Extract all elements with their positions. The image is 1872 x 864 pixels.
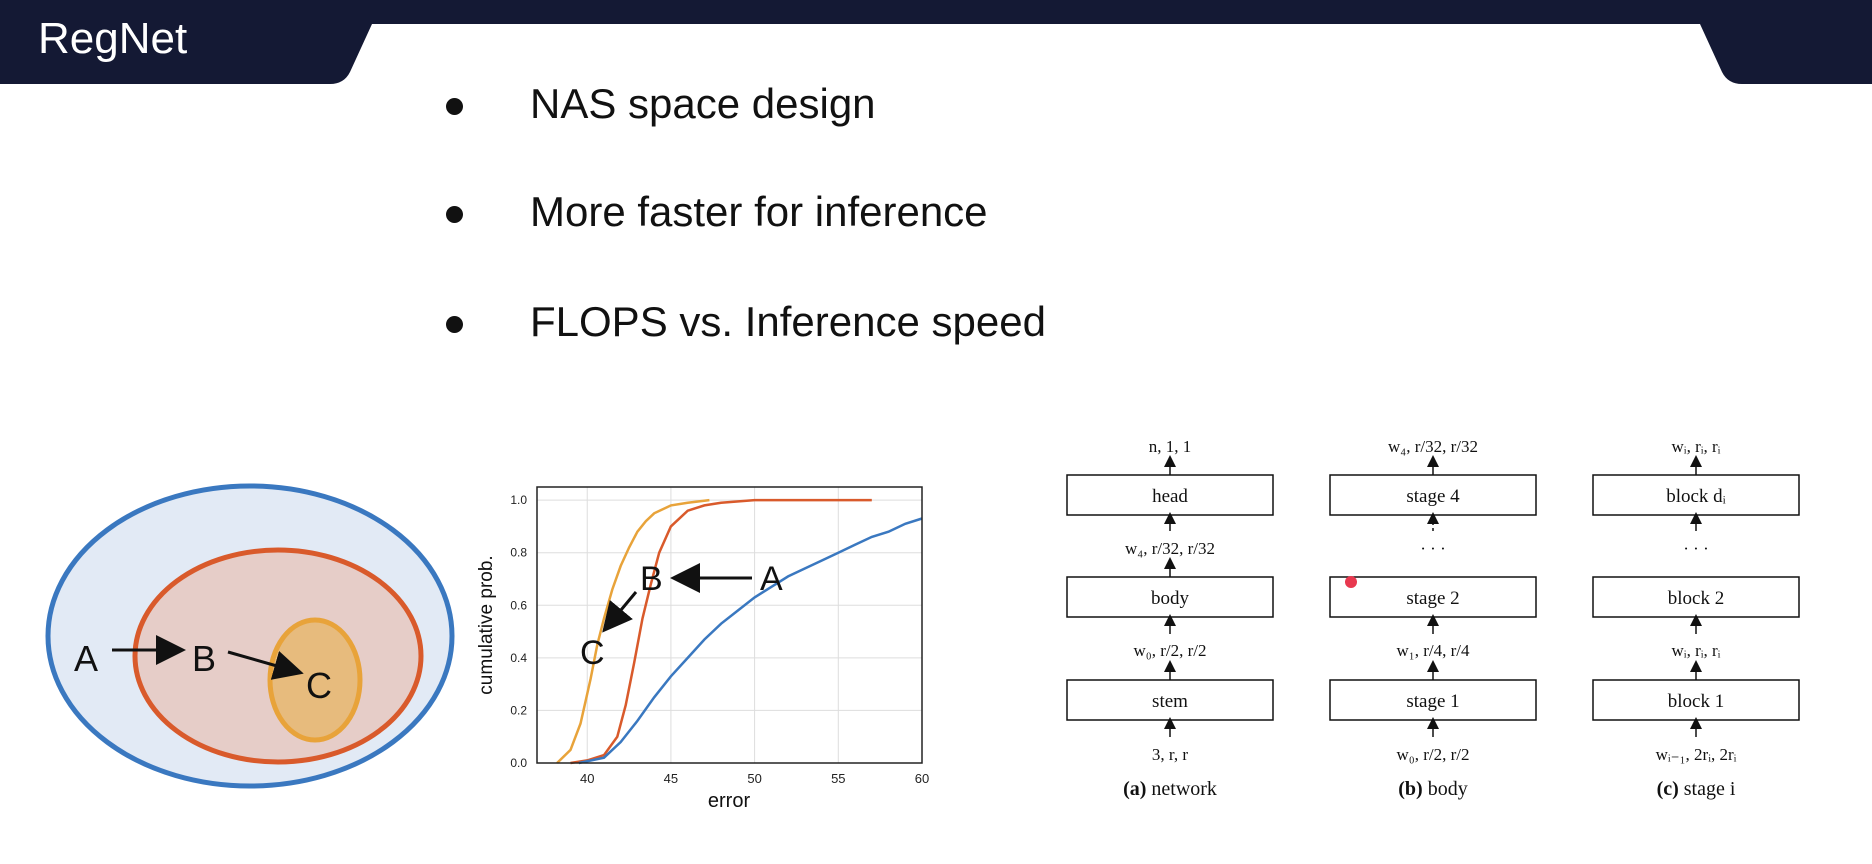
diagram-box-stem (1066, 679, 1274, 721)
chart-lines (556, 498, 923, 765)
diagram-box-block-1 (1592, 679, 1800, 721)
box-label: block 2 (1668, 588, 1724, 609)
venn-label-a: A (74, 638, 98, 679)
plot-background (537, 487, 922, 763)
box-label: stage 1 (1406, 691, 1459, 712)
x-tick-label: 60 (915, 771, 929, 786)
box-label: block dᵢ (1666, 486, 1726, 507)
slide-title: RegNet (38, 14, 188, 63)
series-line-3 (578, 517, 923, 765)
x-tick-label: 40 (580, 771, 594, 786)
box-label: stage 2 (1406, 588, 1459, 609)
chart-annotation-a: A (760, 560, 783, 598)
box-label: stage 4 (1406, 486, 1460, 507)
diagram-box-head (1066, 474, 1274, 516)
bullet-dot-icon (446, 206, 463, 223)
y-tick-label: 0.4 (510, 651, 527, 665)
column-top-label: wᵢ, rᵢ, rᵢ (1672, 437, 1721, 456)
diagram-box-block-2 (1592, 576, 1800, 618)
column-caption: (c) stage i (1657, 778, 1736, 800)
column-mid2-label: w₀, r/2, r/2 (1134, 641, 1207, 660)
y-tick-label: 0.2 (510, 703, 527, 717)
diagram-box-stage-1 (1329, 679, 1537, 721)
box-label: body (1151, 588, 1190, 609)
bullet-dot-icon (446, 316, 463, 333)
box-label: head (1152, 486, 1188, 507)
chart-annotation-b: B (640, 560, 663, 598)
bullet-dot-icon (446, 98, 463, 115)
diagram-column-network: n, 1, 1 head w₄, r/32, r/32 body w₀, r/2… (1066, 437, 1274, 800)
pointer-dot (1345, 576, 1357, 588)
column-mid2-label: w₁, r/4, r/4 (1397, 641, 1470, 660)
column-caption: (a) network (1123, 778, 1217, 800)
error-cdf-chart: 40 45 50 55 60 0.0 0.2 0.4 0.6 0.8 1.0 error cumul… (476, 486, 929, 812)
space-c-ellipse (267, 617, 363, 743)
box-label: stem (1152, 691, 1188, 712)
x-axis-label: error (708, 790, 751, 812)
diagram-column-stage: wᵢ, rᵢ, rᵢ block dᵢ · · · block 2 wᵢ, rᵢ… (1592, 437, 1800, 800)
x-tick-label: 50 (747, 771, 761, 786)
x-tick-label: 45 (664, 771, 678, 786)
column-mid1-label: · · · (1420, 539, 1445, 558)
column-mid2-label: wᵢ, rᵢ, rᵢ (1672, 641, 1721, 660)
y-tick-label: 0.6 (510, 598, 527, 612)
arrow-b-to-c (227, 650, 304, 680)
chart-arrow-b-to-c (602, 591, 638, 633)
y-tick-label: 0.0 (510, 756, 527, 770)
y-axis-label: cumulative prob. (476, 555, 497, 694)
column-bottom-label: 3, r, r (1152, 745, 1188, 764)
venn-label-c: C (306, 665, 332, 706)
x-tick-label: 55 (831, 771, 845, 786)
chart-grid (537, 487, 923, 764)
nested-space-diagram: A B C (45, 483, 455, 789)
diagram-box-stage-4 (1329, 474, 1537, 516)
column-mid1-label: · · · (1683, 539, 1708, 558)
y-tick-label: 1.0 (510, 493, 527, 507)
column-top-label: n, 1, 1 (1149, 437, 1192, 456)
y-tick-label: 0.8 (510, 546, 527, 560)
box-label: block 1 (1668, 691, 1724, 712)
chart-annotation-c: C (580, 634, 605, 672)
series-line-2 (570, 498, 872, 765)
diagram-column-body: w₄, r/32, r/32 stage 4 · · · stage 2 w₁,… (1329, 437, 1537, 800)
architecture-diagram: n, 1, 1 head w₄, r/32, r/32 body w₀, r/2… (1060, 430, 1820, 810)
header-bar (0, 0, 1872, 84)
diagram-box-block-d (1592, 474, 1800, 516)
column-mid1-label: w₄, r/32, r/32 (1125, 539, 1215, 558)
column-bottom-label: wᵢ₋₁, 2rᵢ, 2rᵢ (1656, 745, 1737, 764)
diagram-box-body (1066, 576, 1274, 618)
plot-frame (536, 486, 923, 764)
venn-label-b: B (192, 638, 216, 679)
series-line-1 (556, 498, 710, 764)
column-caption: (b) body (1398, 778, 1467, 800)
column-bottom-label: w₀, r/2, r/2 (1397, 745, 1470, 764)
diagram-box-stage-2 (1329, 576, 1537, 618)
column-top-label: w₄, r/32, r/32 (1388, 437, 1478, 456)
chart-ticks: 40 45 50 55 60 0.0 0.2 0.4 0.6 0.8 1.0 (510, 493, 929, 786)
